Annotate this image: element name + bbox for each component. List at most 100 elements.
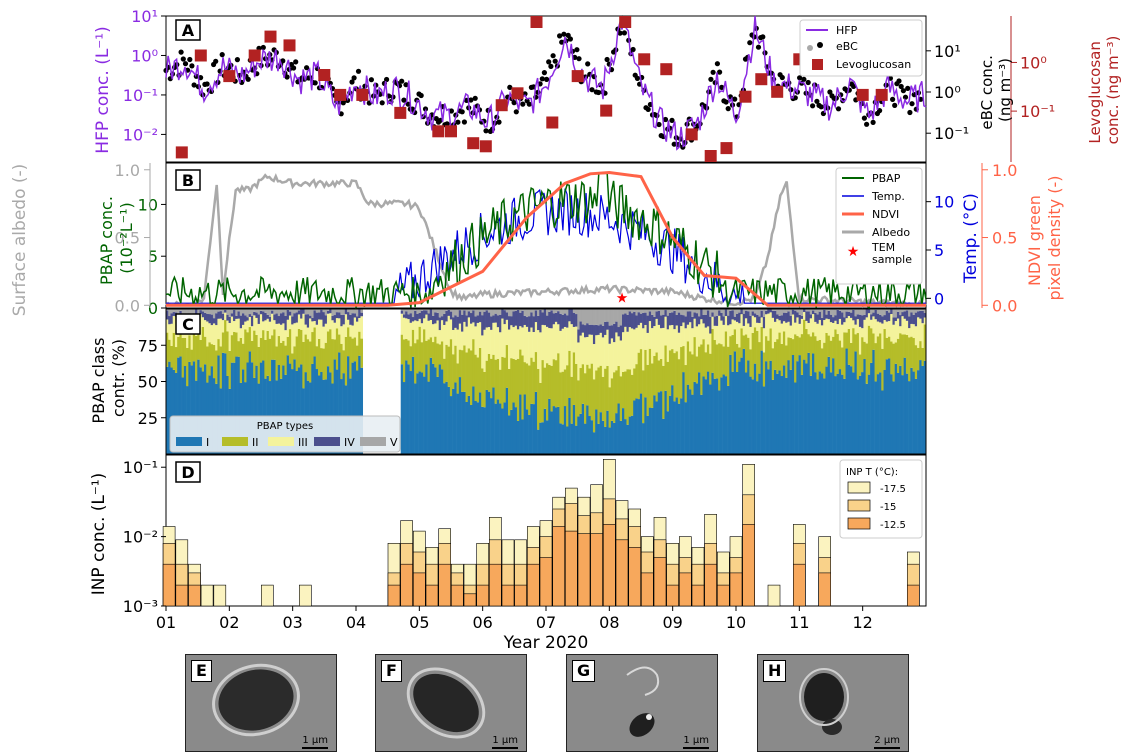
pbap-class-bar (327, 331, 330, 366)
pbap-class-bar (881, 316, 884, 323)
pbap-class-bar (647, 333, 650, 365)
ebc-point (715, 61, 720, 66)
pbap-class-bar (794, 334, 797, 382)
pbap-class-bar (801, 319, 804, 334)
pbap-class-bar (801, 334, 804, 375)
pbap-class-bar (419, 313, 422, 319)
pbap-class-bar (530, 404, 533, 454)
pbap-class-bar (559, 309, 562, 314)
pbap-class-bar (756, 309, 759, 315)
ebc-point (546, 59, 551, 64)
pbap-class-bar (642, 309, 645, 313)
pbap-class-bar (537, 309, 540, 316)
levoglucosan-point (480, 140, 492, 152)
pbap-class-bar (504, 310, 507, 324)
pbap-class-bar (816, 324, 819, 341)
pbap-class-bar (450, 339, 453, 396)
inp-bar (502, 585, 514, 606)
pbap-class-bar (238, 319, 241, 341)
pbap-class-bar (758, 309, 761, 317)
pbap-class-bar (419, 319, 422, 327)
pbap-class-bar (868, 309, 871, 313)
pbap-class-bar (170, 324, 173, 346)
tick-label-a-right1: 10⁻¹ (934, 124, 969, 143)
pbap-class-bar (810, 336, 813, 375)
pbap-class-bar (269, 317, 272, 322)
pbap-class-bar (810, 318, 813, 336)
pbap-class-bar (799, 309, 802, 315)
pbap-class-bar (897, 319, 900, 339)
pbap-class-bar (884, 309, 887, 315)
pbap-class-bar (490, 330, 493, 359)
ebc-point (291, 65, 296, 70)
pbap-class-bar (870, 309, 873, 314)
pbap-class-bar (443, 314, 446, 325)
pbap-class-bar (687, 341, 690, 384)
pbap-class-bar (649, 349, 652, 408)
pbap-class-bar (501, 309, 504, 318)
pbap-class-bar (908, 337, 911, 381)
pbap-class-bar (588, 335, 591, 369)
panel-a-ylabel-right2: Levoglucosan conc. (ng m⁻³) (1086, 36, 1122, 145)
legend-tem-star: ★ (847, 244, 860, 260)
pbap-class-bar (506, 312, 509, 320)
pbap-class-bar (195, 336, 198, 381)
pbap-class-bar (613, 423, 616, 454)
pbap-class-bar (890, 309, 893, 314)
pbap-class-bar (284, 346, 287, 375)
pbap-class-bar (696, 309, 699, 313)
pbap-class-bar (622, 372, 625, 408)
pbap-class-bar (459, 310, 462, 323)
pbap-class-bar (857, 314, 860, 319)
pbap-class-bar (553, 309, 556, 313)
pbap-class-bar (752, 379, 755, 454)
pbap-class-bar (524, 394, 527, 454)
pbap-class-bar (702, 376, 705, 454)
tick-label-c: 75 (138, 336, 158, 355)
ebc-point (183, 61, 188, 66)
pbap-class-bar (410, 313, 413, 323)
pbap-class-bar (258, 347, 261, 384)
pbap-class-bar (405, 360, 408, 454)
ebc-point (419, 93, 424, 98)
pbap-class-bar (799, 355, 802, 454)
pbap-class-bar (468, 348, 471, 396)
pbap-class-bar (419, 327, 422, 372)
pbap-class-bar (200, 340, 203, 367)
pbap-class-bar (443, 309, 446, 314)
pbap-class-bar (524, 309, 527, 316)
pbap-class-bar (714, 379, 717, 454)
pbap-class-bar (591, 364, 594, 421)
pbap-class-bar (644, 313, 647, 325)
pbap-class-bar (640, 314, 643, 323)
pbap-class-bar (249, 309, 252, 314)
pbap-class-bar (311, 321, 314, 332)
tick-label-b-temp: 10 (934, 193, 954, 212)
pbap-class-bar (597, 367, 600, 423)
pbap-class-bar (242, 325, 245, 344)
pbap-class-bar (819, 312, 822, 320)
pbap-class-bar (345, 309, 348, 314)
pbap-class-bar (740, 314, 743, 328)
pbap-class-bar (606, 309, 609, 322)
pbap-class-bar (224, 310, 227, 313)
pbap-class-bar (758, 342, 761, 374)
pbap-class-bar (360, 309, 363, 313)
pbap-class-bar (868, 375, 871, 454)
pbap-class-bar (220, 319, 223, 347)
pbap-class-bar (251, 326, 254, 341)
pbap-class-bar (421, 311, 424, 323)
pbap-class-bar (720, 344, 723, 377)
pbap-class-bar (300, 330, 303, 365)
pbap-class-bar (291, 316, 294, 324)
pbap-class-bar (736, 314, 739, 322)
pbap-class-bar (535, 310, 538, 322)
pbap-class-bar (273, 309, 276, 314)
pbap-class-bar (765, 314, 768, 336)
pbap-class-bar (919, 319, 922, 341)
ebc-point (801, 77, 806, 82)
pbap-class-bar (345, 314, 348, 337)
pbap-class-bar (356, 322, 359, 346)
pbap-class-bar (776, 374, 779, 454)
